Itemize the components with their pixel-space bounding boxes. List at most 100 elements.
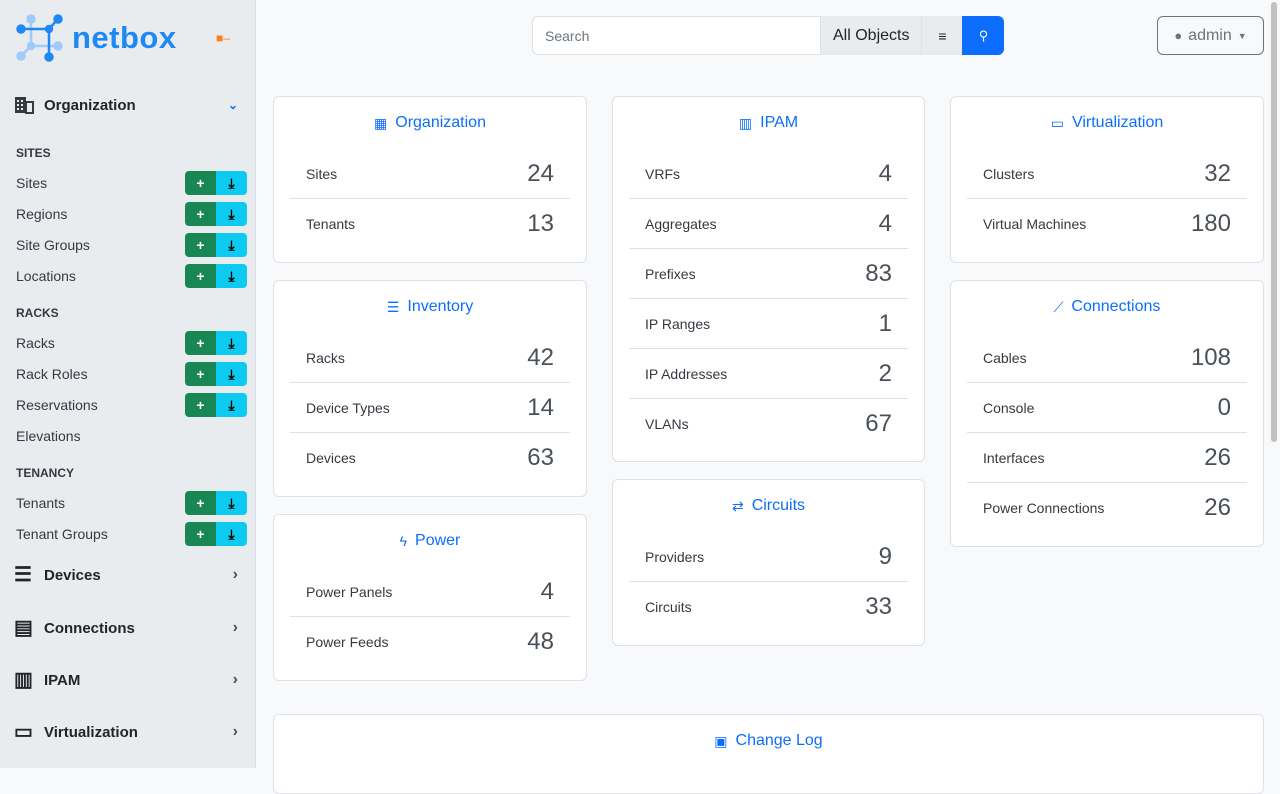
import-button[interactable]: ⤓ xyxy=(216,264,247,288)
pin-sidebar-icon[interactable]: ■– xyxy=(216,31,230,45)
stat-count: 108 xyxy=(1190,343,1231,371)
stat-count: 9 xyxy=(878,542,892,570)
card-virtualization: ▭ Virtualization Clusters 32 Virtual Machine… xyxy=(950,96,1264,263)
stat-label: Clusters xyxy=(983,165,1035,182)
stat-label: Prefixes xyxy=(645,265,696,282)
card-title[interactable]: ☰ Inventory xyxy=(274,281,586,333)
card-title[interactable]: ▦ Organization xyxy=(274,97,586,149)
stat-row[interactable]: Circuits 33 xyxy=(629,582,908,632)
ethernet-icon: ▤ xyxy=(14,617,33,639)
stat-row[interactable]: Power Panels 4 xyxy=(290,567,570,617)
add-button[interactable]: + xyxy=(185,522,216,546)
sidebar-item-tenant-groups[interactable]: Tenant Groups + ⤓ xyxy=(16,522,247,546)
nav-section-label: IPAM xyxy=(44,671,81,689)
stat-row[interactable]: VLANs 67 xyxy=(629,399,908,449)
sidebar-item-site-groups[interactable]: Site Groups + ⤓ xyxy=(16,233,247,257)
sidebar-item-racks[interactable]: Racks + ⤓ xyxy=(16,331,247,355)
chevron-right-icon: › xyxy=(232,671,238,688)
stat-row[interactable]: Console 0 xyxy=(967,383,1247,433)
netbox-logo[interactable]: netbox xyxy=(16,14,177,62)
nav-group-heading: RACKS xyxy=(16,306,59,320)
stat-row[interactable]: VRFs 4 xyxy=(629,149,908,199)
stat-row[interactable]: Sites 24 xyxy=(290,149,570,199)
sidebar-item-locations[interactable]: Locations + ⤓ xyxy=(16,264,247,288)
sidebar-item-elevations[interactable]: Elevations xyxy=(16,424,247,448)
stat-row[interactable]: Power Feeds 48 xyxy=(290,617,570,667)
stat-row[interactable]: Device Types 14 xyxy=(290,383,570,433)
add-button[interactable]: + xyxy=(185,362,216,386)
sidebar-item-label: Regions xyxy=(16,206,68,222)
add-button[interactable]: + xyxy=(185,202,216,226)
stat-count: 2 xyxy=(878,359,892,387)
stat-label: Cables xyxy=(983,349,1027,366)
import-button[interactable]: ⤓ xyxy=(216,331,247,355)
sidebar-item-rack-roles[interactable]: Rack Roles + ⤓ xyxy=(16,362,247,386)
card-title[interactable]: ⇄ Circuits xyxy=(613,480,924,532)
import-button[interactable]: ⤓ xyxy=(216,233,247,257)
sidebar-item-tenants[interactable]: Tenants + ⤓ xyxy=(16,491,247,515)
stat-row[interactable]: IP Addresses 2 xyxy=(629,349,908,399)
building-icon: ▦ xyxy=(374,114,388,131)
ipam-icon: ▥ xyxy=(738,114,753,131)
stat-row[interactable]: Tenants 13 xyxy=(290,199,570,249)
caret-down-icon: ▼ xyxy=(1237,30,1247,41)
stat-count: 48 xyxy=(527,628,554,655)
stat-row[interactable]: Virtual Machines 180 xyxy=(967,199,1247,249)
import-button[interactable]: ⤓ xyxy=(216,202,247,226)
stat-row[interactable]: Prefixes 83 xyxy=(629,249,908,299)
stat-label: Circuits xyxy=(645,599,692,615)
nav-section-connections[interactable]: ▤ Connections › xyxy=(14,616,244,640)
add-button[interactable]: + xyxy=(185,264,216,288)
import-button[interactable]: ⤓ xyxy=(216,171,247,195)
stat-row[interactable]: IP Ranges 1 xyxy=(629,299,908,349)
stat-row[interactable]: Power Connections 26 xyxy=(967,483,1247,533)
search-button[interactable]: ⚲ xyxy=(962,16,1005,55)
stat-row[interactable]: Cables 108 xyxy=(967,333,1247,383)
add-button[interactable]: + xyxy=(185,233,216,257)
card-title[interactable]: ϟ Power xyxy=(274,515,586,567)
stat-label: Power Feeds xyxy=(306,634,389,650)
card-title[interactable]: ▭ Virtualization xyxy=(951,97,1263,149)
sidebar-item-sites[interactable]: Sites + ⤓ xyxy=(16,171,247,195)
add-button[interactable]: + xyxy=(185,491,216,515)
filter-icon[interactable]: ≡ xyxy=(922,16,963,55)
user-menu-button[interactable]: ● admin ▼ xyxy=(1157,16,1264,55)
card-title-label: Connections xyxy=(1071,298,1161,315)
import-button[interactable]: ⤓ xyxy=(216,393,247,417)
sidebar-item-regions[interactable]: Regions + ⤓ xyxy=(16,202,247,226)
sidebar-item-reservations[interactable]: Reservations + ⤓ xyxy=(16,393,247,417)
stat-label: Device Types xyxy=(306,399,390,416)
sidebar-item-label: Racks xyxy=(16,335,55,351)
stat-row[interactable]: Clusters 32 xyxy=(967,149,1247,199)
card-title[interactable]: ▣ Change Log xyxy=(274,715,1263,767)
import-button[interactable]: ⤓ xyxy=(216,522,247,546)
card-title[interactable]: ⟋ Connections xyxy=(951,281,1263,333)
stat-row[interactable]: Providers 9 xyxy=(629,532,908,582)
nav-section-devices[interactable]: ☰ Devices › xyxy=(14,563,244,587)
add-button[interactable]: + xyxy=(185,171,216,195)
card-title[interactable]: ▥ IPAM xyxy=(613,97,924,149)
stat-row[interactable]: Interfaces 26 xyxy=(967,433,1247,483)
stat-row[interactable]: Racks 42 xyxy=(290,333,570,383)
stat-row[interactable]: Aggregates 4 xyxy=(629,199,908,249)
stat-count: 33 xyxy=(865,593,892,620)
nav-section-ipam[interactable]: ▥ IPAM › xyxy=(14,668,244,692)
stat-row[interactable]: Devices 63 xyxy=(290,433,570,483)
scrollbar[interactable] xyxy=(1271,2,1277,442)
stat-label: Interfaces xyxy=(983,449,1045,466)
stat-count: 4 xyxy=(878,159,892,187)
chevron-right-icon: › xyxy=(232,566,238,583)
cable-icon: ⟋ xyxy=(1053,298,1064,315)
search-input[interactable] xyxy=(532,16,821,55)
import-button[interactable]: ⤓ xyxy=(216,491,247,515)
add-button[interactable]: + xyxy=(185,331,216,355)
object-type-select[interactable]: All Objects xyxy=(821,16,923,55)
card-power: ϟ Power Power Panels 4 Power Feeds 48 xyxy=(273,514,587,681)
stat-label: Providers xyxy=(645,548,705,565)
item-actions: + ⤓ xyxy=(185,202,247,226)
add-button[interactable]: + xyxy=(185,393,216,417)
import-button[interactable]: ⤓ xyxy=(216,362,247,386)
nav-section-organization[interactable]: Organization ⌄ xyxy=(14,93,244,117)
search-icon: ⚲ xyxy=(978,27,989,43)
nav-section-virtualization[interactable]: ▭ Virtualization › xyxy=(14,720,244,744)
